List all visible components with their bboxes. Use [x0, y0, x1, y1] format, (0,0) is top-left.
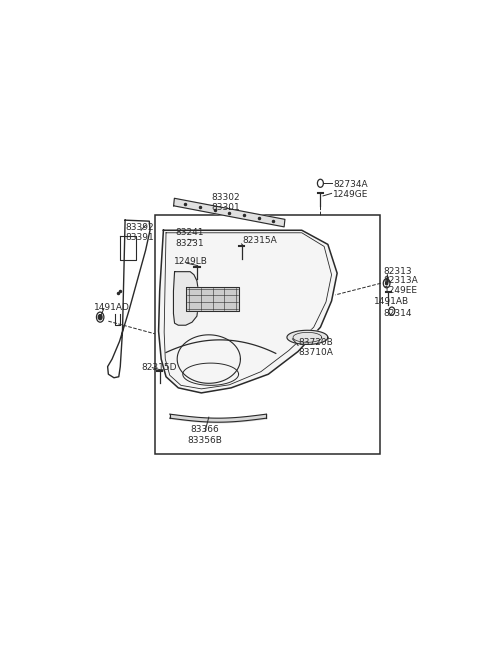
Text: 83241
83231: 83241 83231 [175, 228, 204, 247]
Text: 82315A: 82315A [242, 236, 277, 245]
Text: 82315D: 82315D [141, 363, 177, 372]
Text: 82313: 82313 [384, 267, 412, 276]
Text: 82734A: 82734A [334, 180, 368, 190]
Bar [155, 215, 380, 453]
Text: 1491AD: 1491AD [94, 302, 129, 312]
Text: 83366
83356B: 83366 83356B [188, 425, 223, 445]
Text: 1249GE: 1249GE [334, 190, 369, 199]
Text: 83720B
83710A: 83720B 83710A [298, 338, 333, 357]
Polygon shape [158, 230, 337, 393]
Text: 1249EE: 1249EE [384, 287, 418, 295]
Circle shape [98, 315, 102, 319]
Polygon shape [174, 198, 285, 227]
Text: 1249LB: 1249LB [173, 257, 207, 266]
Text: 82313A: 82313A [384, 276, 419, 285]
Polygon shape [186, 287, 239, 311]
Text: 1491AB: 1491AB [374, 297, 409, 306]
Text: 83392
83391: 83392 83391 [125, 223, 154, 243]
Polygon shape [287, 330, 328, 344]
Text: 82314: 82314 [384, 309, 412, 318]
Polygon shape [173, 272, 198, 325]
Circle shape [385, 282, 388, 285]
Text: 83302
83301: 83302 83301 [211, 193, 240, 212]
